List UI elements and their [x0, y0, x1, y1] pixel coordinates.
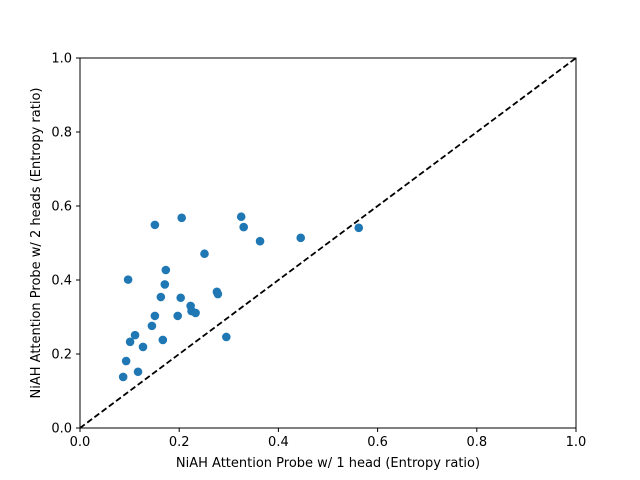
- data-point: [138, 342, 148, 352]
- data-point: [150, 220, 160, 230]
- y-axis-label: NiAH Attention Probe w/ 2 heads (Entropy…: [29, 88, 44, 399]
- reference-line-layer: [79, 57, 577, 429]
- data-point: [296, 233, 306, 243]
- data-point: [239, 222, 248, 232]
- x-tick-label: 0.2: [169, 435, 190, 450]
- y-tick-label: 1.0: [51, 52, 72, 67]
- data-point: [236, 212, 246, 222]
- data-point: [213, 289, 223, 299]
- data-point: [354, 223, 364, 233]
- data-point: [158, 335, 168, 345]
- data-point: [118, 372, 128, 382]
- data-point: [125, 337, 135, 347]
- x-axis-label: NiAH Attention Probe w/ 1 head (Entropy …: [176, 456, 480, 471]
- data-point: [222, 332, 231, 342]
- data-point: [173, 311, 183, 321]
- y-tick-label: 0.4: [51, 274, 72, 289]
- y-axis-ticks: 0.0 0.2 0.4 0.6 0.8 1.0: [51, 52, 80, 437]
- x-tick-label: 0.6: [367, 435, 388, 450]
- data-point: [147, 321, 157, 331]
- data-point: [130, 330, 140, 340]
- y-tick-label: 0.2: [51, 348, 72, 363]
- y-tick-label: 0.0: [51, 422, 72, 437]
- data-point: [200, 249, 209, 259]
- data-point: [255, 236, 265, 246]
- x-tick-label: 0.8: [466, 435, 487, 450]
- data-points-layer: [118, 212, 364, 382]
- data-point: [160, 280, 170, 289]
- data-point: [176, 293, 185, 303]
- x-tick-label: 1.0: [566, 435, 587, 450]
- data-point: [121, 356, 131, 366]
- x-tick-label: 0.0: [70, 435, 91, 450]
- data-point: [123, 275, 133, 284]
- plot-area-frame: [79, 57, 577, 429]
- x-axis-ticks: 0.0 0.2 0.4 0.6 0.8 1.0: [70, 428, 587, 450]
- data-point: [191, 308, 200, 318]
- data-point: [150, 311, 160, 321]
- x-tick-label: 0.4: [268, 435, 289, 450]
- data-point: [156, 292, 166, 302]
- data-point: [161, 265, 171, 275]
- data-point: [177, 213, 186, 223]
- data-point: [133, 367, 143, 377]
- diagonal-reference-line: [79, 57, 577, 429]
- y-tick-label: 0.8: [51, 126, 72, 141]
- y-tick-label: 0.6: [51, 200, 72, 215]
